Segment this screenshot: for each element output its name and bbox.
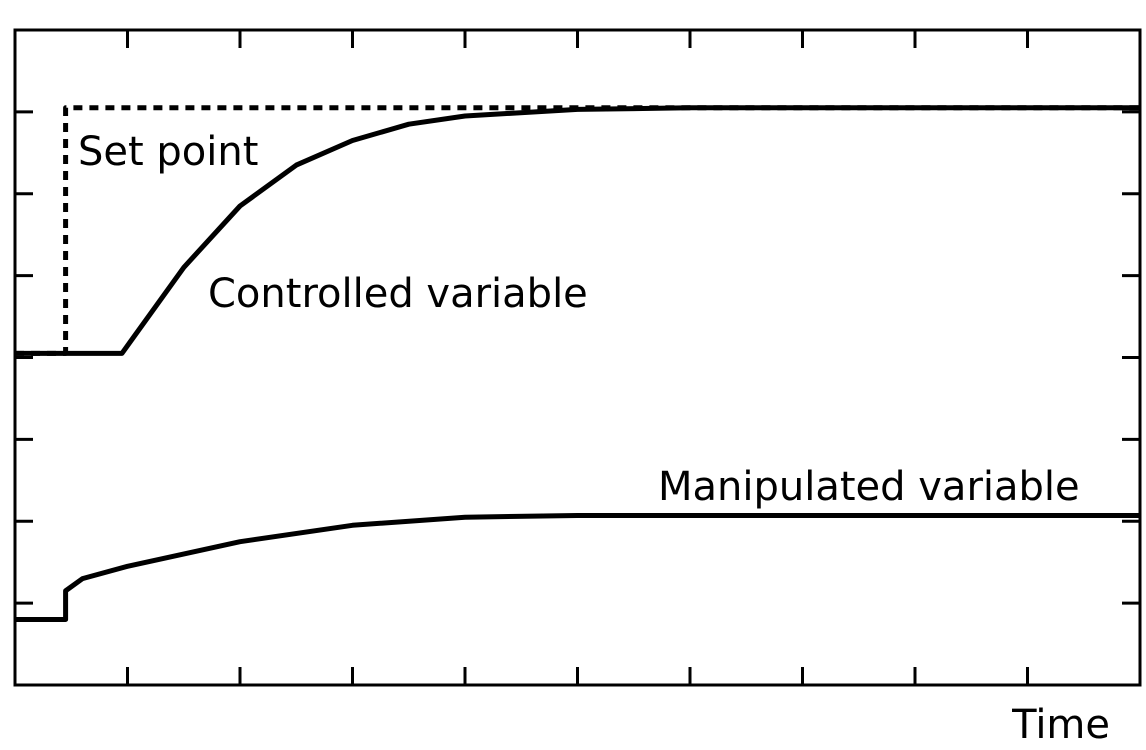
manipulated-variable-label: Manipulated variable [658,464,1080,510]
series-lines [15,105,1140,622]
axis-ticks [15,30,1140,685]
controlled-variable-line [15,105,1140,356]
set-point-label: Set point [78,129,258,175]
controlled-variable-label: Controlled variable [208,271,588,317]
manipulated-variable-line [15,513,1140,622]
x-axis-label: Time [1011,702,1110,748]
